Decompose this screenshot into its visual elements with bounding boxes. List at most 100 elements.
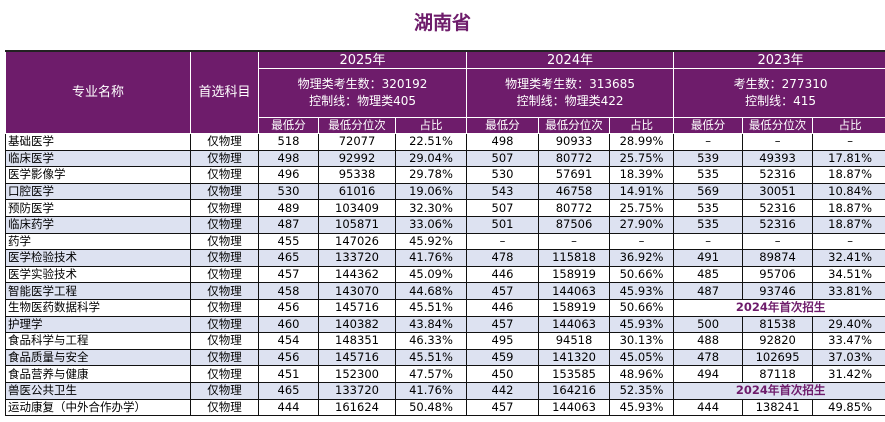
- major-name: 医学检验技术: [5, 249, 191, 267]
- cell-min-score: 444: [258, 398, 319, 417]
- subject-cell: 仅物理: [190, 315, 259, 334]
- cell-min-rank: 138241: [742, 398, 814, 417]
- cell-min-score: 485: [673, 265, 744, 284]
- cell-ratio: 18.87%: [812, 215, 885, 234]
- cell-ratio: 25.75%: [609, 149, 675, 168]
- cell-min-score: 487: [673, 282, 744, 300]
- cell-min-rank: 95706: [742, 265, 814, 284]
- cell-ratio: 45.93%: [609, 398, 675, 417]
- candidates-count: 考生数：277310: [733, 77, 828, 91]
- subject-cell: 仅物理: [190, 182, 259, 201]
- first-enrollment-note: 2024年首次招生: [673, 298, 885, 317]
- subheader-min-score: 最低分: [673, 117, 744, 134]
- cell-min-rank: 158919: [538, 298, 611, 317]
- cell-ratio: 45.51%: [394, 348, 468, 367]
- cell-ratio: 14.91%: [609, 182, 675, 201]
- cell-min-rank: 52316: [742, 166, 814, 184]
- cell-min-score: 569: [673, 182, 744, 201]
- cell-min-rank: 145716: [318, 298, 396, 317]
- subject-cell: 仅物理: [190, 215, 259, 234]
- cell-min-rank: 61016: [318, 182, 396, 201]
- cell-ratio: –: [609, 232, 675, 251]
- cell-ratio: 22.51%: [394, 133, 468, 151]
- cell-min-rank: 144063: [538, 398, 611, 417]
- cell-min-score: 498: [258, 149, 319, 168]
- subject-cell: 仅物理: [190, 199, 259, 217]
- cell-min-rank: 92820: [742, 332, 814, 350]
- cell-min-score: –: [466, 232, 540, 251]
- cell-min-score: 495: [466, 332, 540, 350]
- cell-min-score: 530: [466, 166, 540, 184]
- cell-ratio: 31.42%: [812, 365, 885, 383]
- major-name: 医学实验技术: [5, 265, 191, 284]
- major-name: 兽医公共卫生: [5, 381, 191, 400]
- subheader-ratio: 占比: [812, 117, 885, 134]
- major-name: 生物医药数据科学: [5, 298, 191, 317]
- table-row: 智能医学工程 仅物理 458 143070 44.68% 457 144063 45.93% 4…: [5, 282, 885, 300]
- first-enrollment-note: 2024年首次招生: [673, 381, 885, 400]
- cell-ratio: 19.06%: [394, 182, 468, 201]
- major-name: 临床医学: [5, 149, 191, 168]
- cell-min-score: 456: [258, 348, 319, 367]
- cell-min-rank: 80772: [538, 149, 611, 168]
- major-name: 食品科学与工程: [5, 332, 191, 350]
- cell-min-score: 458: [258, 282, 319, 300]
- header-major: 专业名称: [5, 50, 191, 134]
- cell-ratio: 45.05%: [609, 348, 675, 367]
- subject-cell: 仅物理: [190, 265, 259, 284]
- major-name: 临床药学: [5, 215, 191, 234]
- cell-ratio: 41.76%: [394, 249, 468, 267]
- page-title: 湖南省: [413, 12, 471, 34]
- cell-min-score: 500: [673, 315, 744, 334]
- subject-cell: 仅物理: [190, 232, 259, 251]
- major-name: 运动康复（中外合作办学）: [5, 398, 191, 417]
- cell-min-rank: 92992: [318, 149, 396, 168]
- cell-min-rank: 144362: [318, 265, 396, 284]
- table-row: 临床医学 仅物理 498 92992 29.04% 507 80772 25.75% 539 49…: [5, 149, 885, 168]
- subject-cell: 仅物理: [190, 149, 259, 168]
- cell-ratio: 41.76%: [394, 381, 468, 400]
- cell-ratio: 28.99%: [609, 133, 675, 151]
- cell-ratio: 45.92%: [394, 232, 468, 251]
- subheader-ratio: 占比: [609, 117, 675, 134]
- cell-min-score: 507: [466, 149, 540, 168]
- cell-ratio: 46.33%: [394, 332, 468, 350]
- major-name: 基础医学: [5, 133, 191, 151]
- major-name: 医学影像学: [5, 166, 191, 184]
- cell-ratio: 34.51%: [812, 265, 885, 284]
- cell-min-score: 494: [673, 365, 744, 383]
- cell-min-rank: –: [742, 133, 814, 151]
- candidates-count: 物理类考生数：320192: [297, 77, 428, 91]
- cell-ratio: 45.09%: [394, 265, 468, 284]
- cell-min-rank: 72077: [318, 133, 396, 151]
- cell-min-score: 457: [258, 265, 319, 284]
- cell-ratio: 30.13%: [609, 332, 675, 350]
- cell-min-rank: 140382: [318, 315, 396, 334]
- cell-min-rank: 87118: [742, 365, 814, 383]
- cell-min-rank: 49393: [742, 149, 814, 168]
- cell-min-rank: 57691: [538, 166, 611, 184]
- cell-min-rank: 93746: [742, 282, 814, 300]
- cell-min-rank: 81538: [742, 315, 814, 334]
- table-row: 医学检验技术 仅物理 465 133720 41.76% 478 115818 36.92% 4…: [5, 249, 885, 267]
- cell-min-score: 460: [258, 315, 319, 334]
- cell-min-score: 535: [673, 215, 744, 234]
- cell-min-score: 446: [466, 265, 540, 284]
- major-name: 食品营养与健康: [5, 365, 191, 383]
- cell-min-rank: 80772: [538, 199, 611, 217]
- cell-ratio: 45.93%: [609, 282, 675, 300]
- cell-min-rank: 30051: [742, 182, 814, 201]
- cell-min-score: 450: [466, 365, 540, 383]
- table-row: 食品科学与工程 仅物理 454 148351 46.33% 495 94518 30.13% 4…: [5, 332, 885, 350]
- cell-min-score: 535: [673, 199, 744, 217]
- cell-ratio: 10.84%: [812, 182, 885, 201]
- subject-cell: 仅物理: [190, 133, 259, 151]
- major-name: 药学: [5, 232, 191, 251]
- cell-min-rank: 153585: [538, 365, 611, 383]
- subheader-min-rank: 最低分位次: [742, 117, 814, 134]
- cell-ratio: 18.39%: [609, 166, 675, 184]
- header-year-2023: 2023年: [673, 50, 885, 69]
- cell-ratio: 29.40%: [812, 315, 885, 334]
- cell-min-score: –: [673, 232, 744, 251]
- cell-ratio: 50.66%: [609, 265, 675, 284]
